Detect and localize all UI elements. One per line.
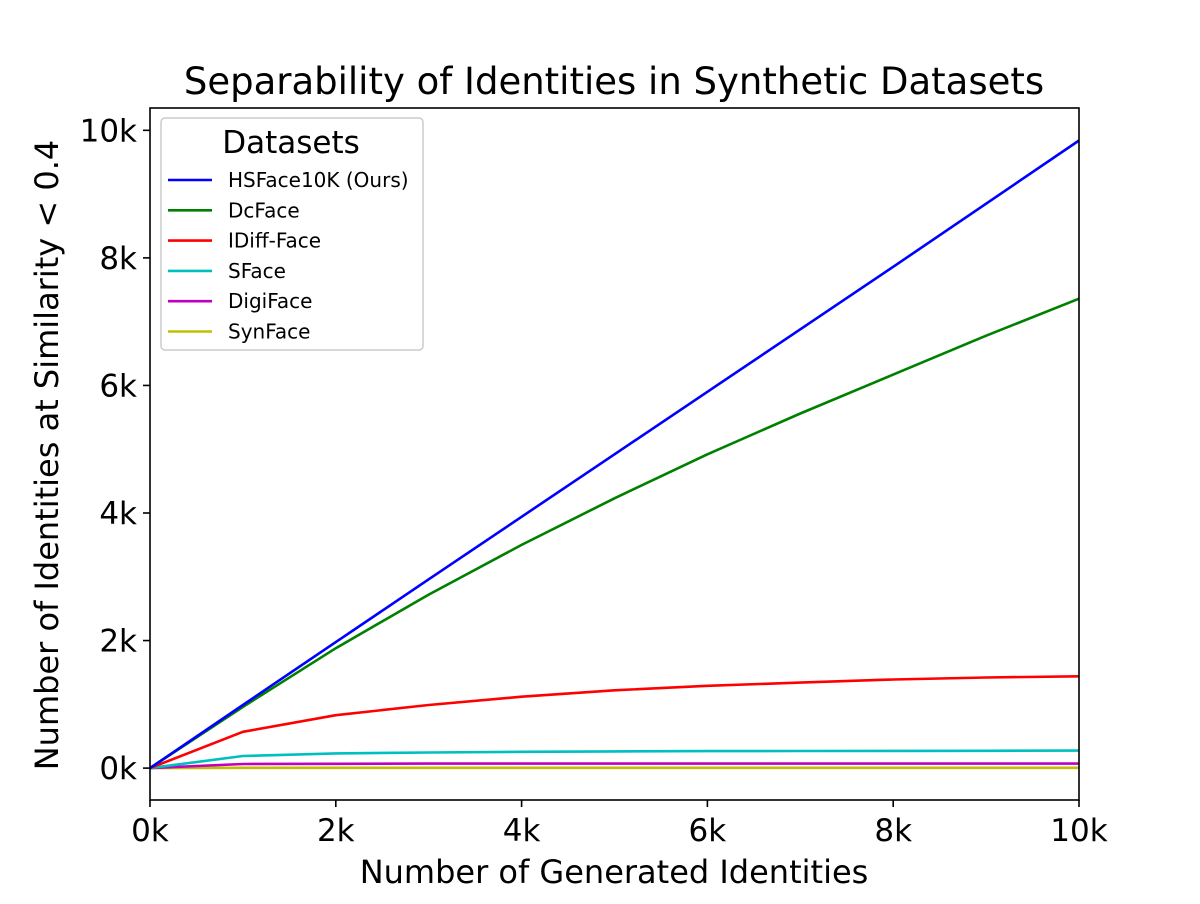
chart-title: Separability of Identities in Synthetic … bbox=[184, 60, 1044, 103]
legend-entry-label: SynFace bbox=[228, 320, 310, 344]
y-tick-label: 10k bbox=[80, 113, 137, 149]
legend-entry-label: IDiff-Face bbox=[228, 229, 321, 253]
x-tick-label: 6k bbox=[689, 813, 727, 849]
x-axis-label: Number of Generated Identities bbox=[360, 853, 869, 891]
y-tick-label: 0k bbox=[99, 751, 137, 787]
series-line-sface bbox=[150, 751, 1079, 769]
y-tick-label: 8k bbox=[99, 241, 137, 277]
legend-entry-label: DigiFace bbox=[228, 289, 312, 313]
legend-entry-label: SFace bbox=[228, 259, 286, 283]
x-tick-label: 0k bbox=[131, 813, 169, 849]
y-axis-label: Number of Identities at Similarity < 0.4 bbox=[28, 140, 66, 771]
legend-entry-label: DcFace bbox=[228, 198, 300, 222]
series-line-dcface bbox=[150, 299, 1079, 768]
x-tick-label: 8k bbox=[874, 813, 912, 849]
y-tick-label: 2k bbox=[99, 624, 137, 660]
legend-entry-label: HSFace10K (Ours) bbox=[228, 168, 409, 192]
x-tick-label: 4k bbox=[503, 813, 541, 849]
legend-title: Datasets bbox=[222, 125, 360, 161]
y-tick-label: 6k bbox=[99, 368, 137, 404]
y-tick-label: 4k bbox=[99, 496, 137, 532]
x-tick-label: 2k bbox=[317, 813, 355, 849]
legend: Datasets HSFace10K (Ours) DcFace IDiff-Fac… bbox=[161, 118, 423, 350]
x-tick-label: 10k bbox=[1050, 813, 1107, 849]
